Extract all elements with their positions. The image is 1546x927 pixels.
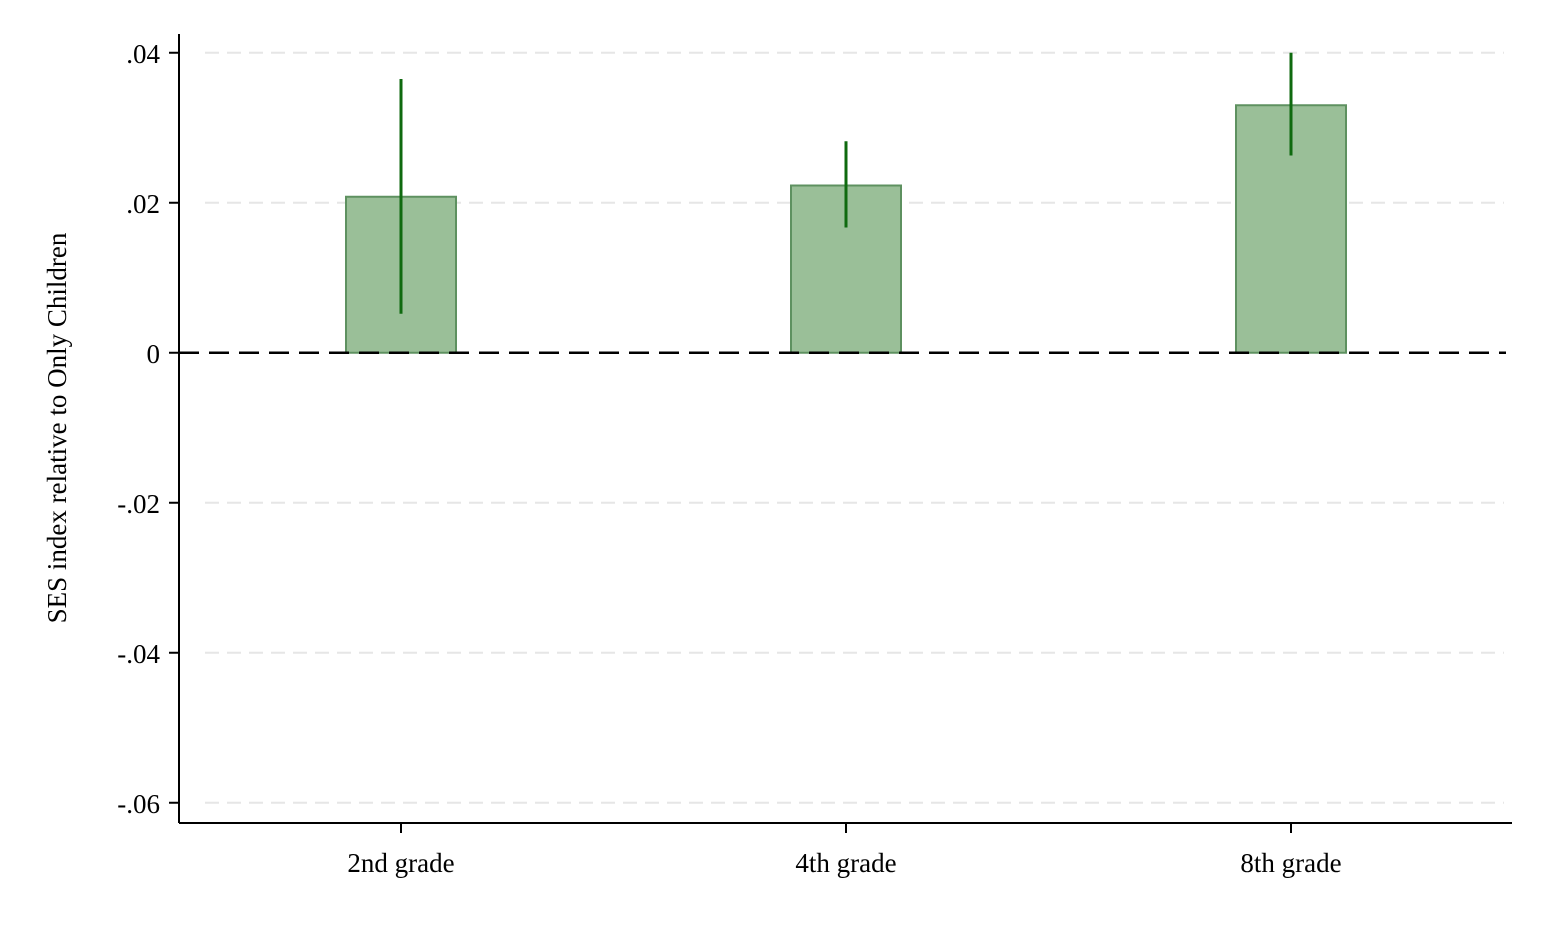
x-tick-label-1: 2nd grade	[347, 848, 454, 878]
y-tick-label-4: -.04	[117, 639, 160, 669]
y-tick-label-0: .04	[126, 39, 160, 69]
y-axis-ticks: .04 .02 0 -.02 -.04 -.06	[117, 39, 179, 819]
y-tick-label-3: -.02	[117, 489, 160, 519]
y-axis-title: SES index relative to Only Children	[42, 232, 72, 623]
y-tick-label-1: .02	[126, 189, 160, 219]
x-tick-label-3: 8th grade	[1240, 848, 1341, 878]
y-tick-label-2: 0	[147, 339, 161, 369]
y-tick-label-5: -.06	[117, 789, 160, 819]
error-bars	[399, 52, 1293, 314]
x-axis-ticks: 2nd grade 4th grade 8th grade	[347, 823, 1342, 878]
x-tick-label-2: 4th grade	[795, 848, 896, 878]
